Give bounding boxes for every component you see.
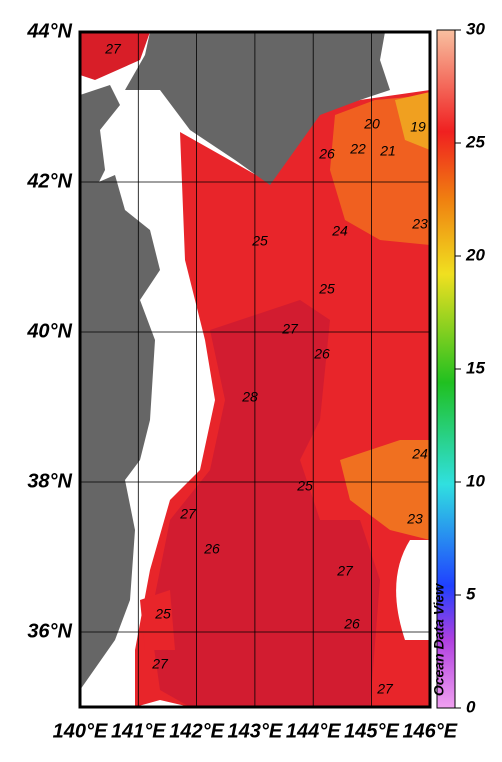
land — [80, 175, 160, 690]
lon-label: 146°E — [402, 720, 457, 742]
colorbar-label: 20 — [465, 245, 485, 264]
contour-label: 26 — [203, 541, 220, 557]
ocean-field — [140, 590, 175, 650]
contour-labels: 27 20 19 26 22 21 24 23 25 25 27 26 28 24 25 27 23 26 27 25… — [104, 41, 428, 697]
lon-label: 142°E — [169, 720, 224, 742]
contour-label: 26 — [343, 616, 360, 632]
colorbar-label: 5 — [466, 584, 476, 603]
contour-label: 28 — [241, 389, 258, 405]
lon-label: 145°E — [344, 720, 399, 742]
ocean-warm — [395, 92, 430, 150]
contour-label: 22 — [349, 141, 366, 157]
lat-label: 42°N — [26, 170, 72, 192]
contour-label: 27 — [151, 656, 169, 672]
contour-label: 27 — [104, 41, 122, 57]
colorbar-label: 30 — [466, 19, 485, 38]
contour-label: 24 — [411, 446, 428, 462]
contour-label: 23 — [406, 511, 423, 527]
ocean-field — [150, 300, 380, 707]
contour-label: 25 — [154, 606, 171, 622]
land — [125, 32, 390, 185]
contour-label: 27 — [376, 681, 394, 697]
contour-label: 25 — [251, 233, 268, 249]
colorbar-label: 15 — [466, 358, 485, 377]
contour-label: 27 — [179, 506, 197, 522]
contour-label: 26 — [313, 346, 330, 362]
colorbar-label: 10 — [466, 471, 485, 490]
contour-label: 25 — [296, 478, 313, 494]
ocean-gap — [396, 540, 430, 640]
contour-label: 19 — [410, 119, 426, 135]
ocean-field — [80, 32, 150, 80]
contour-label: 27 — [336, 563, 354, 579]
credit: Ocean Data View — [431, 583, 447, 696]
lon-label: 141°E — [111, 720, 166, 742]
lon-label: 140°E — [53, 720, 108, 742]
land — [80, 85, 120, 200]
contour-label: 20 — [363, 116, 380, 132]
contour-label: 23 — [411, 216, 428, 232]
lat-label: 36°N — [27, 620, 72, 642]
ocean-warm — [340, 440, 430, 540]
contour-label: 24 — [331, 223, 348, 239]
map-frame — [78, 30, 432, 709]
contour-label: 25 — [318, 281, 335, 297]
colorbar-label: 0 — [466, 697, 476, 716]
contour-label: 27 — [281, 321, 299, 337]
lon-label: 143°E — [228, 720, 283, 742]
lat-label: 38°N — [27, 470, 72, 492]
lon-label: 144°E — [286, 720, 341, 742]
lat-label: 44°N — [26, 20, 72, 42]
lat-label: 40°N — [26, 320, 72, 342]
colorbar-label: 25 — [465, 132, 485, 151]
contour-label: 21 — [379, 143, 396, 159]
graticule — [80, 32, 430, 707]
contour-label: 26 — [318, 146, 335, 162]
